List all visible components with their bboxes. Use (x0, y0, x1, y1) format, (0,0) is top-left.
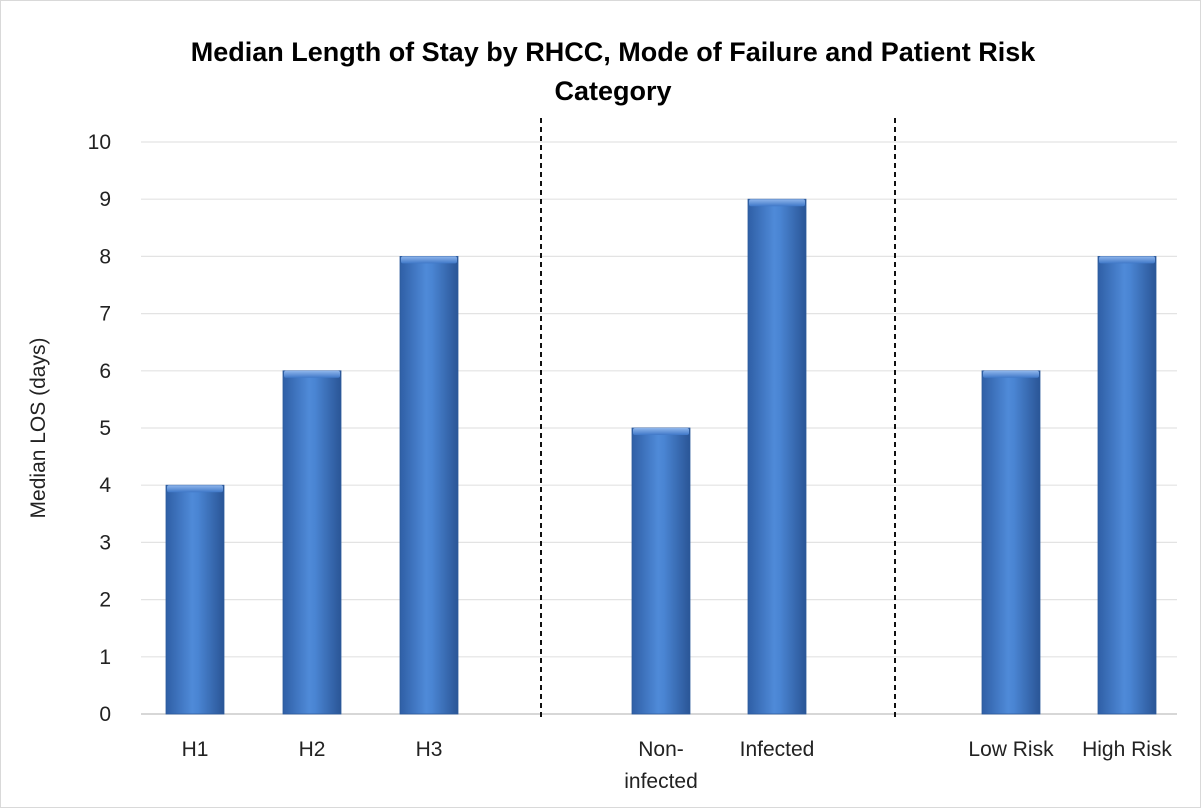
bar-cap (1099, 256, 1155, 264)
y-tick-label: 2 (99, 589, 111, 612)
x-tick-label: infected (624, 770, 698, 793)
y-tick-label: 5 (99, 417, 111, 440)
bar (282, 370, 342, 715)
x-tick-label: H1 (182, 738, 209, 761)
y-tick-label: 6 (99, 360, 111, 383)
x-tick-label: Infected (740, 738, 815, 761)
bar-cap (633, 428, 689, 435)
bar (165, 484, 225, 715)
bar (399, 255, 459, 715)
bar-cap (983, 370, 1039, 378)
group-separators (540, 118, 896, 717)
bar-cap (401, 256, 457, 264)
y-tick-label: 10 (88, 131, 111, 154)
y-tick-label: 8 (99, 245, 111, 268)
bar (631, 427, 691, 715)
y-tick-label: 0 (99, 703, 111, 726)
x-tick-label: Low Risk (968, 738, 1054, 761)
bars (165, 198, 1157, 715)
y-tick-label: 3 (99, 531, 111, 554)
bar (747, 198, 807, 715)
y-tick-label: 7 (99, 303, 111, 326)
y-axis-label: Median LOS (days) (27, 338, 50, 519)
bar-cap (167, 485, 223, 493)
x-tick-label: H3 (416, 738, 443, 761)
x-tick-label: H2 (299, 738, 326, 761)
bar-cap (284, 370, 340, 378)
bar-cap (749, 199, 805, 207)
bar (1097, 255, 1157, 715)
y-tick-label: 1 (99, 646, 111, 669)
bar (981, 370, 1041, 715)
x-axis-labels: H1 H2 H3 Non-infected Infected Low Risk High R… (182, 738, 1173, 793)
y-tick-label: 4 (99, 474, 111, 497)
y-tick-label: 9 (99, 188, 111, 211)
x-tick-label: Non- (638, 738, 684, 761)
y-axis-ticks: 0 1 2 3 4 5 6 7 8 9 10 (88, 131, 112, 726)
chart-title-line-2: Category (554, 76, 671, 106)
x-tick-label: High Risk (1082, 738, 1172, 761)
chart-title-line-1: Median Length of Stay by RHCC, Mode of F… (191, 37, 1037, 67)
chart-title: Median Length of Stay by RHCC, Mode of F… (191, 37, 1037, 106)
